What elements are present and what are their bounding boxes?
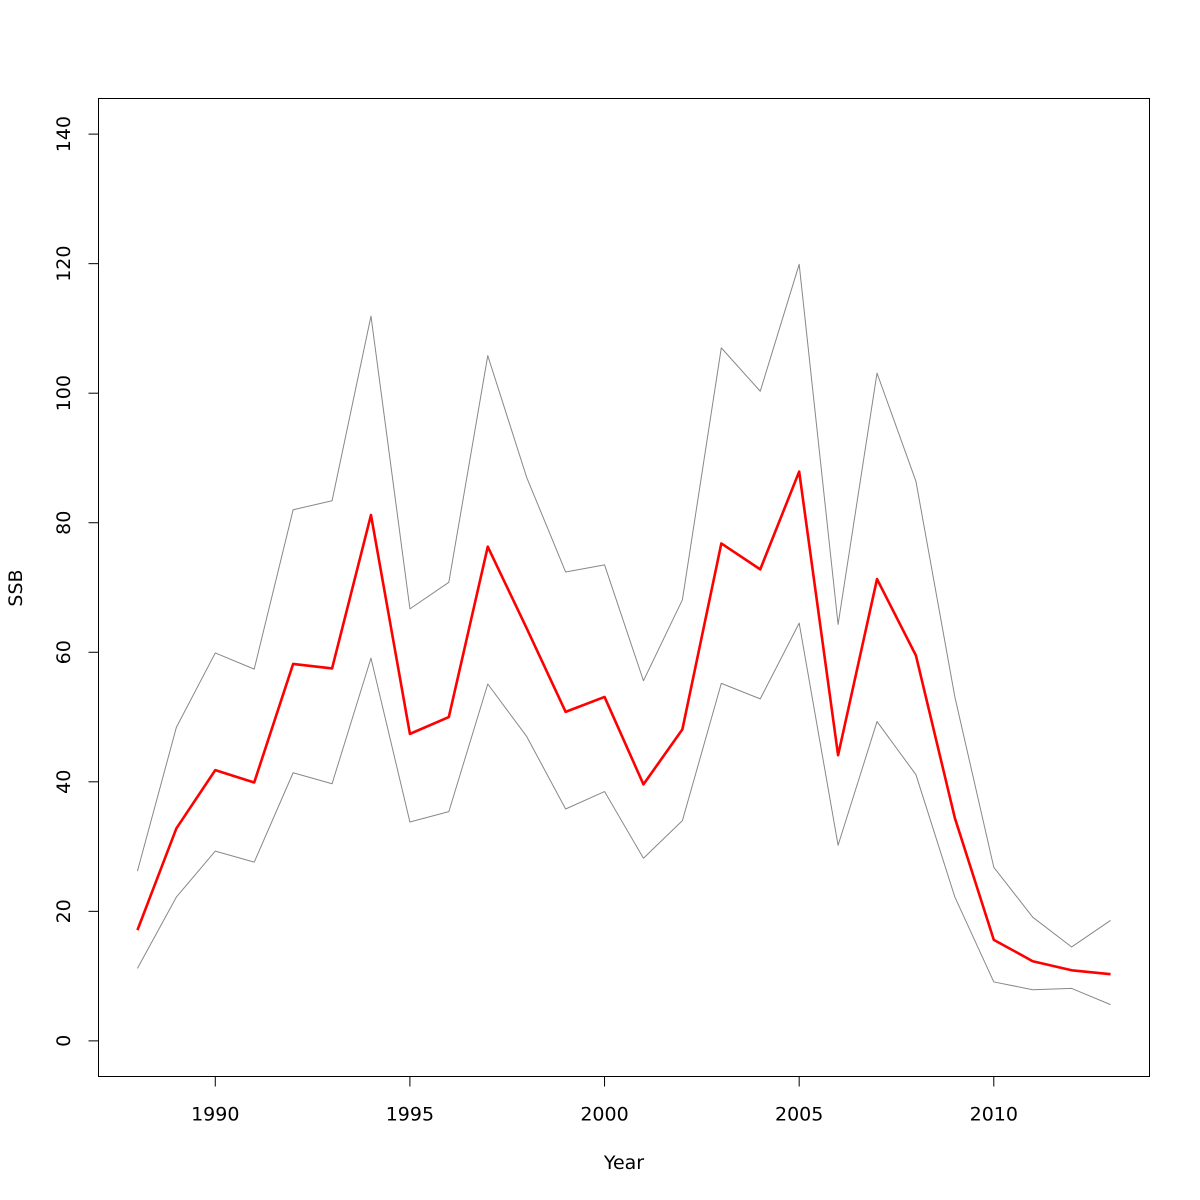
y-axis-title: SSB: [5, 569, 27, 606]
y-tick-label-140: 140: [53, 116, 75, 152]
y-axis: 0 20 40 60 80 100 120 140: [53, 116, 99, 1047]
x-tick-label-2010: 2010: [970, 1104, 1018, 1126]
series-line-upper: [136, 263, 1111, 948]
y-tick-label-20: 20: [53, 899, 75, 923]
y-tick-label-40: 40: [53, 770, 75, 794]
x-tick-label-1995: 1995: [386, 1104, 434, 1126]
series-line-estimate: [136, 470, 1111, 976]
y-tick-label-120: 120: [53, 246, 75, 282]
plot-frame: [98, 98, 1150, 1077]
x-tick-label-2000: 2000: [580, 1104, 628, 1126]
y-tick-label-0: 0: [53, 1035, 75, 1047]
x-axis: 1990 1995 2000 2005 2010: [191, 1076, 1018, 1126]
y-tick-label-60: 60: [53, 640, 75, 664]
y-tick-label-100: 100: [53, 375, 75, 411]
x-tick-label-2005: 2005: [775, 1104, 823, 1126]
x-axis-title: Year: [603, 1152, 644, 1174]
y-tick-label-80: 80: [53, 511, 75, 535]
series-line-lower: [136, 622, 1111, 1006]
series-layer: [136, 263, 1111, 1006]
x-tick-label-1990: 1990: [191, 1104, 239, 1126]
